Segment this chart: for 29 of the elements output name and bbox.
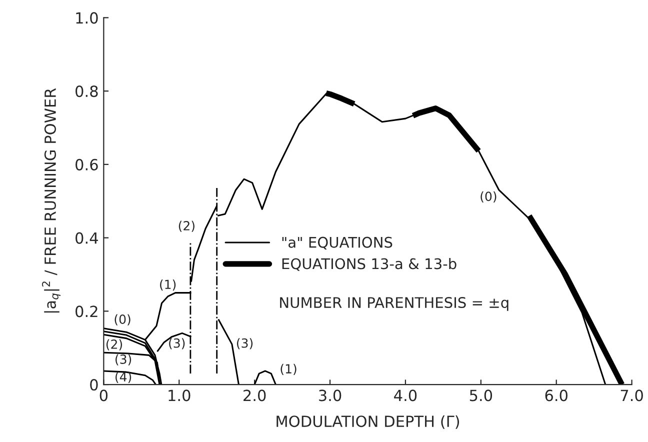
y-tick-label: 0 [90,379,98,391]
y-tick-label: 0.8 [76,86,98,98]
x-tick-label: 1.0 [168,390,190,402]
x-tick-label: 6.0 [545,390,568,402]
x-tick-label: 3.0 [319,390,342,402]
x-axis-title: MODULATION DEPTH (Γ) [276,415,460,429]
y-tick-label: 1.0 [76,12,98,24]
annotation: NUMBER IN PARENTHESIS = ±q [280,297,508,311]
annotation: (1) [280,364,296,375]
annotation: (2) [178,220,194,232]
annotation: (3) [236,338,253,350]
x-tick-label: 2.0 [244,390,266,402]
y-axis-title: |a$_{q}$|$^{2}$ / FREE RUNNING POWER [42,88,60,313]
legend-label: EQUATIONS 13-a & 13-b [282,258,456,271]
annotation: (0) [480,191,496,203]
x-tick-label: 0 [100,390,108,402]
annotation: (0) [114,314,130,326]
y-tick-label: 0.6 [76,158,98,170]
x-tick-label: 4.0 [394,390,417,402]
x-tick-label: 7.0 [620,390,643,402]
annotation: (3) [169,338,185,350]
annotation: (1) [160,279,176,291]
x-tick-label: 5.0 [470,390,492,402]
annotation: (4) [116,372,132,384]
legend-label: "a" EQUATIONS [282,236,392,250]
y-tick-label: 0.2 [76,306,98,318]
y-tick-label: 0.4 [76,232,98,244]
annotation: (3) [116,354,132,366]
annotation: (2) [106,339,122,350]
